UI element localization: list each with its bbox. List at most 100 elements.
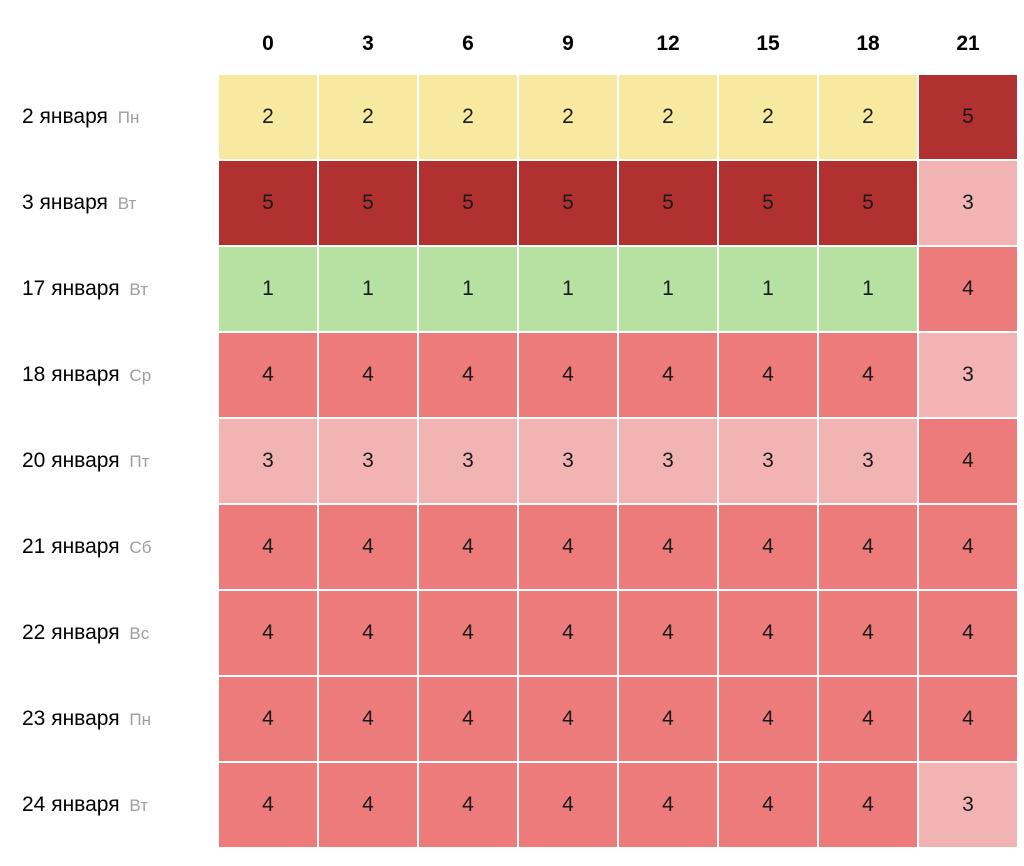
heatmap-cell: 4 <box>918 590 1018 676</box>
heatmap-cell: 4 <box>218 332 318 418</box>
heatmap-cell: 2 <box>518 74 618 160</box>
row-weekday-label: Вт <box>129 796 148 815</box>
heatmap-cell: 1 <box>218 246 318 332</box>
heatmap-cell: 4 <box>318 332 418 418</box>
row-header: 21 января Сб <box>18 504 218 590</box>
heatmap-cell: 2 <box>418 74 518 160</box>
row-header: 24 января Вт <box>18 762 218 848</box>
row-header: 22 января Вс <box>18 590 218 676</box>
heatmap-cell: 4 <box>418 504 518 590</box>
row-weekday-label: Вт <box>129 280 148 299</box>
heatmap-cell: 1 <box>318 246 418 332</box>
row-header: 20 января Пт <box>18 418 218 504</box>
row-weekday-label: Пн <box>118 108 140 127</box>
column-header: 6 <box>418 18 518 74</box>
heatmap-cell: 4 <box>318 504 418 590</box>
column-header: 15 <box>718 18 818 74</box>
heatmap-cell: 4 <box>518 762 618 848</box>
row-date-label: 18 января <box>22 363 120 386</box>
heatmap-row: 24 января Вт44444443 <box>18 762 1018 848</box>
heatmap-cell: 4 <box>418 590 518 676</box>
row-weekday-label: Пт <box>129 452 149 471</box>
heatmap-cell: 4 <box>918 246 1018 332</box>
heatmap-cell: 4 <box>718 504 818 590</box>
heatmap-table: 036912151821 2 января Пн222222253 января… <box>18 18 1018 848</box>
heatmap-cell: 3 <box>918 762 1018 848</box>
heatmap-cell: 4 <box>818 590 918 676</box>
heatmap-cell: 4 <box>918 418 1018 504</box>
heatmap-cell: 4 <box>218 762 318 848</box>
column-header: 3 <box>318 18 418 74</box>
heatmap-cell: 1 <box>618 246 718 332</box>
heatmap-corner <box>18 18 218 74</box>
column-header: 0 <box>218 18 318 74</box>
heatmap-cell: 3 <box>418 418 518 504</box>
heatmap-cell: 4 <box>518 676 618 762</box>
heatmap-cell: 4 <box>818 762 918 848</box>
heatmap-row: 20 января Пт33333334 <box>18 418 1018 504</box>
heatmap-cell: 3 <box>818 418 918 504</box>
heatmap-cell: 2 <box>718 74 818 160</box>
heatmap-cell: 3 <box>618 418 718 504</box>
row-date-label: 23 января <box>22 707 120 730</box>
heatmap-cell: 4 <box>918 676 1018 762</box>
heatmap-header: 036912151821 <box>18 18 1018 74</box>
heatmap-container: 036912151821 2 января Пн222222253 января… <box>0 0 1024 866</box>
row-date-label: 24 января <box>22 793 120 816</box>
column-header: 18 <box>818 18 918 74</box>
heatmap-cell: 4 <box>818 504 918 590</box>
heatmap-cell: 4 <box>818 676 918 762</box>
row-weekday-label: Вт <box>118 194 137 213</box>
heatmap-cell: 3 <box>718 418 818 504</box>
heatmap-row: 22 января Вс44444444 <box>18 590 1018 676</box>
row-weekday-label: Ср <box>129 366 151 385</box>
heatmap-cell: 4 <box>718 676 818 762</box>
row-date-label: 17 января <box>22 277 120 300</box>
heatmap-cell: 4 <box>418 762 518 848</box>
heatmap-row: 21 января Сб44444444 <box>18 504 1018 590</box>
heatmap-cell: 1 <box>818 246 918 332</box>
heatmap-row: 2 января Пн22222225 <box>18 74 1018 160</box>
heatmap-cell: 5 <box>418 160 518 246</box>
heatmap-cell: 2 <box>318 74 418 160</box>
heatmap-cell: 3 <box>318 418 418 504</box>
heatmap-cell: 3 <box>918 160 1018 246</box>
heatmap-cell: 4 <box>518 504 618 590</box>
row-weekday-label: Вс <box>129 624 149 643</box>
row-header: 23 января Пн <box>18 676 218 762</box>
heatmap-cell: 4 <box>518 590 618 676</box>
row-weekday-label: Сб <box>129 538 151 557</box>
heatmap-cell: 4 <box>618 762 718 848</box>
heatmap-cell: 4 <box>618 504 718 590</box>
heatmap-cell: 5 <box>518 160 618 246</box>
heatmap-cell: 4 <box>618 332 718 418</box>
heatmap-cell: 4 <box>218 504 318 590</box>
heatmap-cell: 5 <box>618 160 718 246</box>
heatmap-body: 2 января Пн222222253 января Вт5555555317… <box>18 74 1018 848</box>
heatmap-cell: 3 <box>918 332 1018 418</box>
heatmap-cell: 2 <box>618 74 718 160</box>
heatmap-cell: 4 <box>718 762 818 848</box>
heatmap-cell: 4 <box>318 590 418 676</box>
row-header: 18 января Ср <box>18 332 218 418</box>
heatmap-cell: 3 <box>518 418 618 504</box>
heatmap-cell: 4 <box>518 332 618 418</box>
heatmap-cell: 4 <box>418 332 518 418</box>
heatmap-cell: 5 <box>918 74 1018 160</box>
heatmap-cell: 4 <box>918 504 1018 590</box>
heatmap-cell: 1 <box>418 246 518 332</box>
heatmap-cell: 4 <box>318 676 418 762</box>
row-date-label: 3 января <box>22 191 108 214</box>
heatmap-cell: 2 <box>818 74 918 160</box>
heatmap-cell: 4 <box>618 676 718 762</box>
heatmap-cell: 4 <box>718 590 818 676</box>
row-header: 2 января Пн <box>18 74 218 160</box>
heatmap-cell: 4 <box>218 590 318 676</box>
heatmap-cell: 4 <box>418 676 518 762</box>
row-header: 17 января Вт <box>18 246 218 332</box>
heatmap-header-row: 036912151821 <box>18 18 1018 74</box>
row-date-label: 20 января <box>22 449 120 472</box>
heatmap-cell: 5 <box>718 160 818 246</box>
heatmap-cell: 4 <box>218 676 318 762</box>
heatmap-cell: 5 <box>818 160 918 246</box>
